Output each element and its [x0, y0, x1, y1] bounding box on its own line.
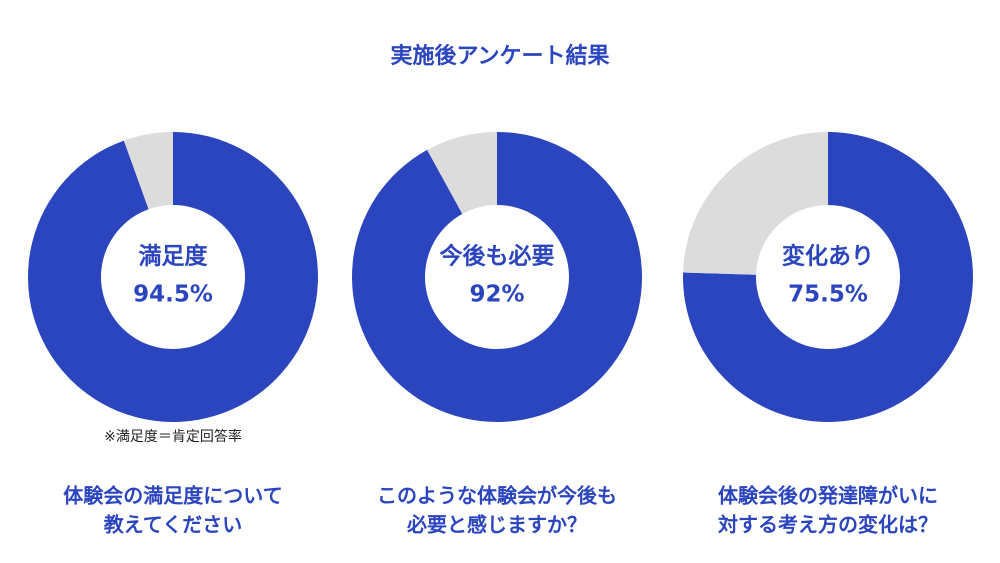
center-label: 今後も必要 — [440, 243, 555, 270]
center-label: 変化あり — [782, 243, 874, 270]
donut-segment — [27, 132, 318, 423]
donut-segment — [682, 132, 973, 422]
page-title: 実施後アンケート結果 — [390, 43, 609, 69]
question: 必要と感じますか？ — [406, 513, 587, 537]
question: 対する考え方の変化は？ — [717, 513, 938, 537]
question: 体験会の満足度について — [63, 484, 282, 508]
donut-segment — [683, 132, 828, 275]
value-label: 92% — [469, 282, 524, 308]
question: 体験会後の発達障がいに — [718, 484, 938, 508]
center-label: 満足度 — [139, 243, 209, 270]
donut-segment — [123, 132, 173, 210]
value-label: 75.5% — [788, 282, 868, 308]
note: ※満足度＝肯定回答率 — [104, 428, 242, 445]
donut-segment — [427, 132, 497, 214]
question: 教えてください — [104, 513, 242, 537]
donut-segment — [352, 132, 642, 423]
question: このような体験会が今後も — [377, 484, 617, 508]
value-label: 94.5% — [133, 282, 213, 308]
